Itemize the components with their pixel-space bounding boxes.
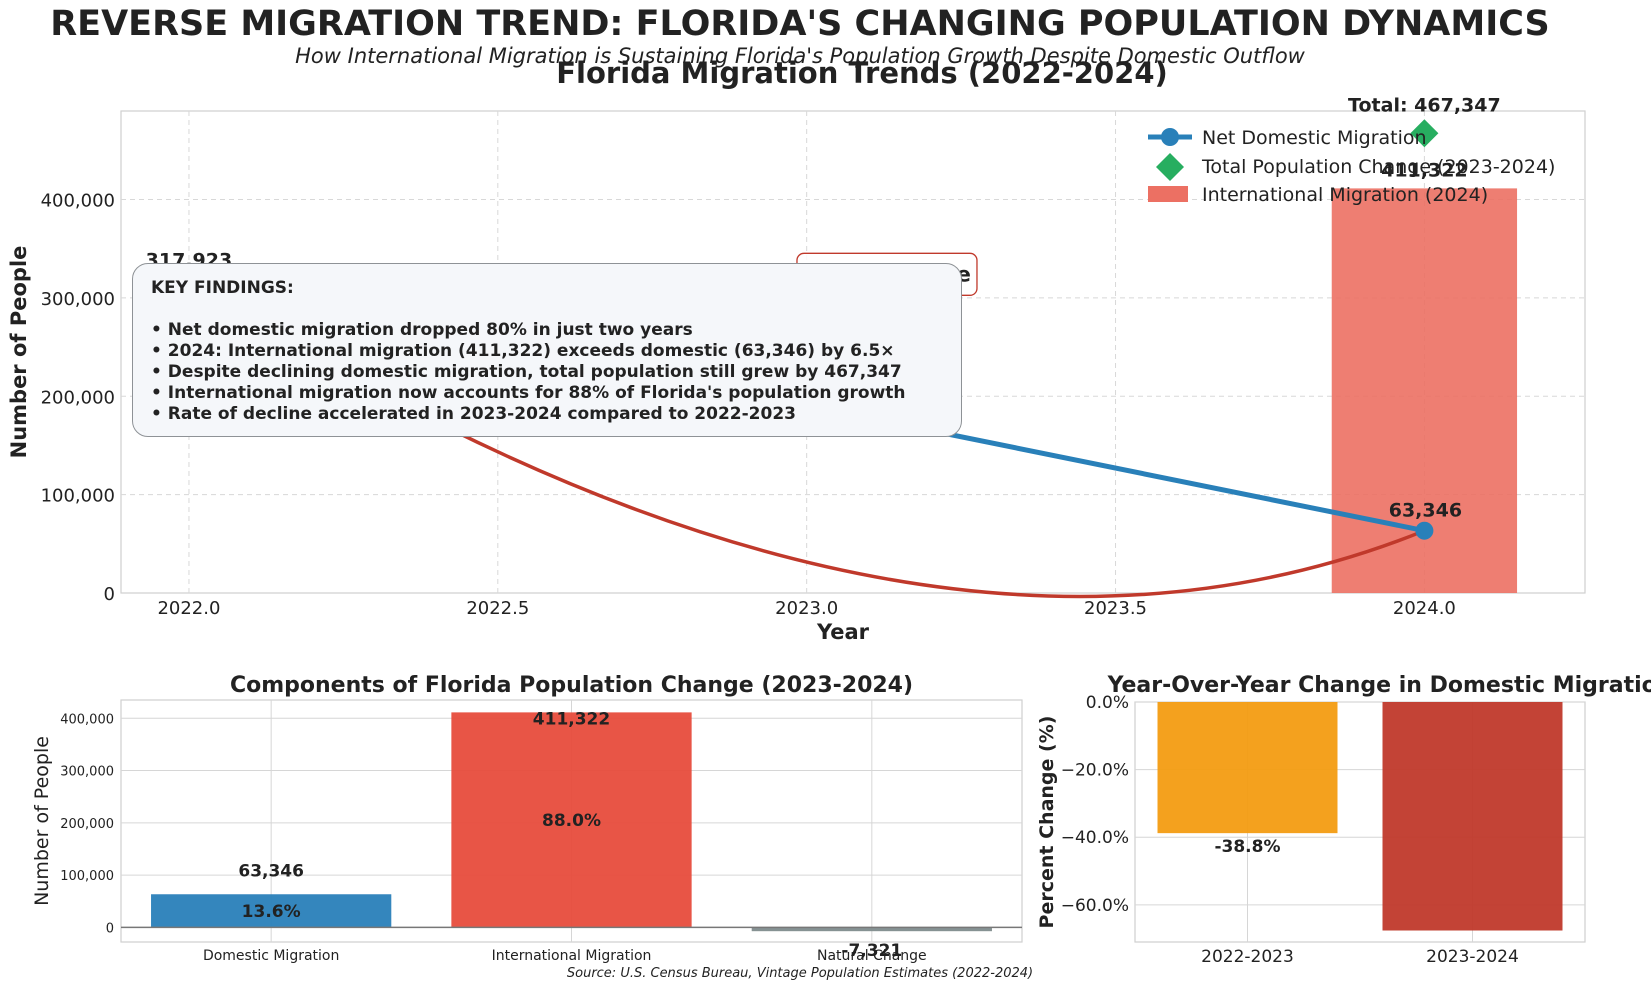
key-findings-box: KEY FINDINGS: Net domestic migration dro…	[132, 263, 962, 437]
yoy-y-tick-label: 0.0%	[1086, 693, 1129, 713]
components-bar	[151, 894, 392, 928]
legend-total-label: Total Population Change (2023-2024)	[1201, 156, 1555, 178]
yoy-bar	[1157, 702, 1338, 834]
components-x-tick-label: Domestic Migration	[203, 948, 339, 964]
main-x-axis-label: Year	[816, 620, 870, 644]
yoy-bar	[1382, 702, 1563, 931]
main-y-tick-label: 400,000	[41, 191, 115, 212]
legend-international-swatch	[1148, 186, 1188, 202]
components-y-tick-label: 200,000	[60, 817, 114, 832]
main-y-tick-label: 100,000	[41, 486, 115, 507]
components-x-tick-label: International Migration	[492, 948, 652, 964]
components-y-tick-label: 0	[106, 921, 114, 936]
yoy-y-tick-label: −40.0%	[1061, 828, 1129, 848]
components-x-tick-label: Natural Change	[817, 948, 927, 964]
total-change-diamond	[1410, 119, 1439, 148]
key-finding-item: Net domestic migration dropped 80% in ju…	[151, 320, 943, 341]
components-y-tick-label: 100,000	[60, 869, 114, 884]
yoy-x-tick-label: 2022-2023	[1201, 947, 1294, 967]
figure-title: REVERSE MIGRATION TREND: FLORIDA'S CHANG…	[50, 4, 1550, 44]
main-y-tick-label: 200,000	[41, 387, 115, 408]
figure-subtitle: How International Migration is Sustainin…	[295, 44, 1305, 68]
main-x-tick-label: 2024.0	[1393, 598, 1456, 619]
main-y-axis-label: Number of People	[7, 246, 31, 459]
yoy-x-tick-label: 2023-2024	[1426, 947, 1519, 967]
yoy-chart-title: Year-Over-Year Change in Domestic Migrat…	[1107, 673, 1651, 698]
key-finding-item: Despite declining domestic migration, to…	[151, 362, 943, 383]
international-2024-value-label: 411,322	[1381, 159, 1468, 181]
yoy-y-tick-label: −60.0%	[1061, 896, 1129, 916]
components-chart-title: Components of Florida Population Change …	[230, 673, 913, 698]
yoy-2022-2023-value: -38.8%	[1214, 837, 1280, 857]
components-domestic-share: 13.6%	[242, 902, 301, 922]
source-note: Source: U.S. Census Bureau, Vintage Popu…	[566, 966, 1034, 981]
components-y-tick-label: 400,000	[60, 712, 114, 727]
key-finding-item: Rate of decline accelerated in 2023-2024…	[151, 404, 943, 425]
main-x-tick-label: 2023.0	[775, 598, 838, 619]
legend-domestic-label: Net Domestic Migration	[1202, 127, 1427, 149]
components-domestic-value: 63,346	[238, 861, 304, 881]
main-y-tick-label: 0	[104, 584, 115, 605]
yoy-y-tick-label: −20.0%	[1061, 761, 1129, 781]
main-x-tick-label: 2022.5	[466, 598, 529, 619]
components-international-share: 88.0%	[542, 811, 601, 831]
domestic-migration-point	[1415, 521, 1434, 540]
key-finding-item: 2024: International migration (411,322) …	[151, 341, 943, 362]
components-y-axis-label: Number of People	[31, 736, 53, 906]
key-findings-title: KEY FINDINGS:	[151, 278, 294, 298]
key-findings-list: Net domestic migration dropped 80% in ju…	[151, 320, 943, 425]
main-x-tick-label: 2022.0	[157, 598, 220, 619]
components-bar	[751, 927, 992, 932]
main-y-tick-label: 300,000	[41, 289, 115, 310]
components-international-value: 411,322	[533, 709, 610, 729]
main-chart-title: Florida Migration Trends (2022-2024)	[556, 56, 1168, 90]
key-finding-item: International migration now accounts for…	[151, 383, 943, 404]
legend-international-label: International Migration (2024)	[1202, 184, 1488, 206]
domestic-2024-value-label: 63,346	[1389, 500, 1462, 522]
components-natural-value: -7,321	[841, 941, 902, 961]
yoy-y-axis-label: Percent Change (%)	[1036, 716, 1058, 929]
main-x-tick-label: 2023.5	[1084, 598, 1147, 619]
legend-domestic-marker	[1161, 128, 1179, 146]
legend-total-marker	[1156, 153, 1184, 181]
total-change-value-label: Total: 467,347	[1348, 94, 1501, 116]
components-bar	[451, 712, 692, 928]
components-y-tick-label: 300,000	[60, 765, 114, 780]
